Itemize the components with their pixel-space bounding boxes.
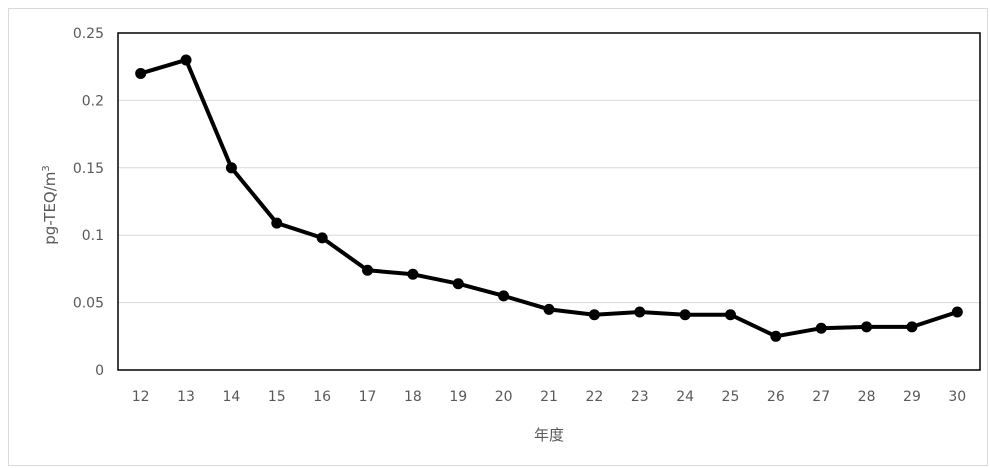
- y-tick-label: 0.1: [82, 228, 104, 244]
- data-point: [316, 232, 328, 244]
- data-point: [906, 321, 918, 333]
- plot-border: [117, 32, 981, 371]
- x-tick-label: 29: [903, 389, 921, 405]
- y-axis-title: pg-TEQ/m3: [41, 165, 59, 245]
- data-point: [452, 278, 464, 290]
- x-axis-ticks: 12 13 14 15 16 17 18 19 20 21 22 23 24 25 26 27 28 29 30: [132, 389, 966, 405]
- x-tick-label: 28: [858, 389, 876, 405]
- data-point: [634, 306, 646, 318]
- y-tick-label: 0.25: [73, 26, 104, 42]
- plot-area: [117, 32, 981, 371]
- x-tick-label: 12: [132, 389, 150, 405]
- gridlines: [118, 99, 980, 304]
- data-point: [724, 309, 736, 321]
- y-tick-label: 0.05: [73, 296, 104, 312]
- x-tick-label: 14: [223, 389, 241, 405]
- x-tick-label: 18: [404, 389, 422, 405]
- x-tick-label: 20: [495, 389, 513, 405]
- x-tick-label: 17: [359, 389, 377, 405]
- data-series: [135, 54, 963, 342]
- x-tick-label: 21: [540, 389, 558, 405]
- data-point: [407, 268, 419, 280]
- chart-frame: [8, 8, 988, 466]
- data-point: [180, 54, 192, 66]
- x-tick-label: 30: [948, 389, 966, 405]
- data-point: [362, 264, 374, 276]
- y-tick-label: 0: [95, 363, 104, 379]
- data-point: [679, 309, 691, 321]
- x-tick-label: 25: [722, 389, 740, 405]
- data-point: [770, 330, 782, 342]
- data-point: [543, 303, 555, 315]
- x-tick-label: 23: [631, 389, 649, 405]
- y-axis-title-superscript: 3: [41, 165, 52, 171]
- x-tick-label: 13: [177, 389, 195, 405]
- data-point: [951, 306, 963, 318]
- y-axis-title-main: pg-TEQ/m: [41, 172, 59, 245]
- x-tick-label: 26: [767, 389, 785, 405]
- data-point: [815, 322, 827, 334]
- x-tick-label: 15: [268, 389, 286, 405]
- x-tick-label: 16: [313, 389, 331, 405]
- x-tick-label: 24: [676, 389, 694, 405]
- data-point: [498, 290, 510, 302]
- x-tick-label: 22: [585, 389, 603, 405]
- data-point: [225, 162, 237, 174]
- data-point: [135, 67, 147, 79]
- y-axis-ticks: 0 0.05 0.1 0.15 0.2 0.25: [73, 26, 104, 379]
- x-tick-label: 27: [812, 389, 830, 405]
- x-tick-label: 19: [449, 389, 467, 405]
- x-axis-title: 年度: [534, 426, 564, 444]
- data-point: [588, 309, 600, 321]
- series-line: [138, 57, 960, 339]
- y-tick-label: 0.2: [82, 93, 104, 109]
- y-tick-label: 0.15: [73, 161, 104, 177]
- data-point: [271, 217, 283, 229]
- data-point: [861, 321, 873, 333]
